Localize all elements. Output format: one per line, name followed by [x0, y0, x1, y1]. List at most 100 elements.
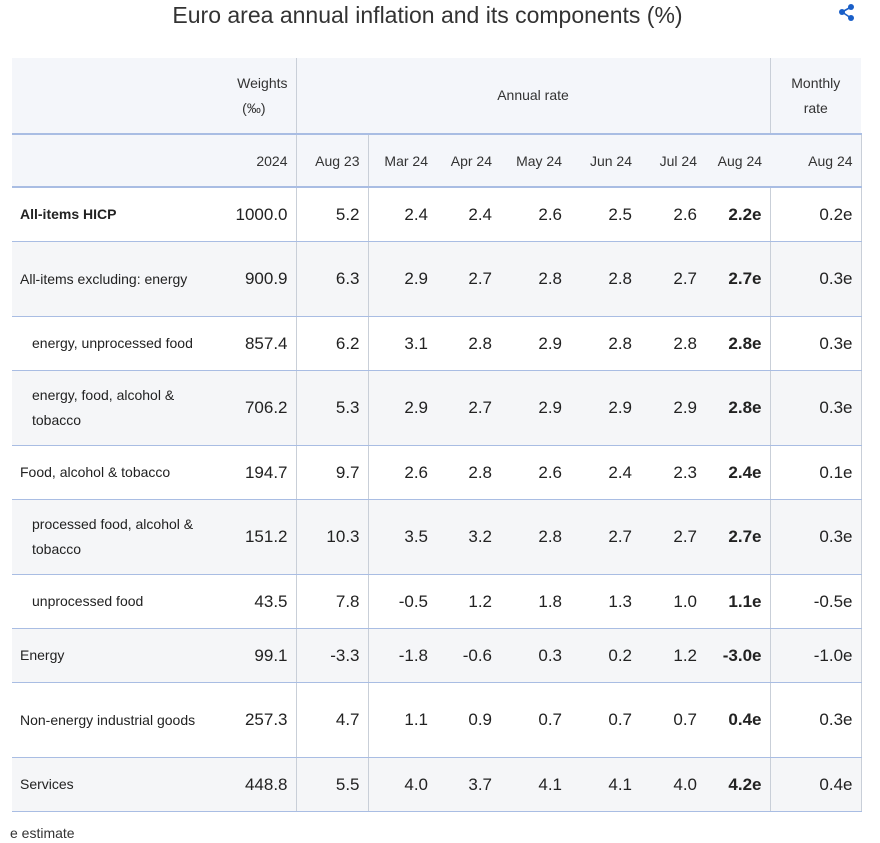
- column-header: Aug 23: [296, 133, 369, 188]
- row-label: Non-energy industrial goods: [12, 682, 211, 758]
- row-label: All-items excluding: energy: [12, 241, 211, 317]
- value-cell: 2.6: [640, 187, 705, 242]
- value-cell: 99.1: [211, 628, 297, 683]
- row-label: unprocessed food: [12, 574, 211, 629]
- value-cell: 2.7: [570, 499, 640, 575]
- value-cell: 0.7: [640, 682, 705, 758]
- value-cell: 5.3: [296, 370, 369, 446]
- table-row: processed food, alcohol & tobacco 151.2 10…: [12, 499, 862, 575]
- value-cell: 2.6: [368, 445, 436, 500]
- value-cell: 3.2: [436, 499, 500, 575]
- value-cell: 2.6: [500, 187, 570, 242]
- value-cell: 2.4: [368, 187, 436, 242]
- column-header: Jun 24: [570, 133, 640, 188]
- column-header: 2024: [211, 133, 297, 188]
- value-cell: 151.2: [211, 499, 297, 575]
- value-cell: 0.3e: [770, 499, 862, 575]
- column-header: Apr 24: [436, 133, 500, 188]
- value-cell: 257.3: [211, 682, 297, 758]
- value-cell: 4.7: [296, 682, 369, 758]
- value-cell: -0.5e: [770, 574, 862, 629]
- value-cell: 2.4: [436, 187, 500, 242]
- value-cell: 1.0: [640, 574, 705, 629]
- value-cell: 4.1: [500, 757, 570, 812]
- weights-header: Weights (‰): [211, 58, 297, 134]
- value-cell: 448.8: [211, 757, 297, 812]
- table-row: Energy 99.1 -3.3 -1.8 -0.6 0.3 0.2 1.2 -3.0e -1.0…: [12, 628, 862, 683]
- value-cell: 0.2: [570, 628, 640, 683]
- row-label: energy, food, alcohol & tobacco: [12, 370, 211, 446]
- row-label: energy, unprocessed food: [12, 316, 211, 371]
- monthly-header: Monthly rate: [770, 58, 862, 134]
- row-label: Food, alcohol & tobacco: [12, 445, 211, 500]
- value-cell: 2.4e: [705, 445, 771, 500]
- table-row: energy, food, alcohol & tobacco 706.2 5.3 2…: [12, 370, 862, 446]
- table-row: Food, alcohol & tobacco 194.7 9.7 2.6 2.8 2.6…: [12, 445, 862, 500]
- inflation-table: Weights (‰) Annual rate Monthly rate 2024 A…: [12, 58, 862, 812]
- value-cell: 0.3e: [770, 370, 862, 446]
- value-cell: 0.3e: [770, 241, 862, 317]
- value-cell: 2.7e: [705, 499, 771, 575]
- footnote: e estimate: [10, 825, 75, 841]
- value-cell: 0.2e: [770, 187, 862, 242]
- value-cell: 4.0: [368, 757, 436, 812]
- value-cell: 1.3: [570, 574, 640, 629]
- column-header: Aug 24: [705, 133, 771, 188]
- value-cell: 0.3e: [770, 682, 862, 758]
- value-cell: 43.5: [211, 574, 297, 629]
- value-cell: 5.5: [296, 757, 369, 812]
- table-row: unprocessed food 43.5 7.8 -0.5 1.2 1.8 1.3 1.0 1…: [12, 574, 862, 629]
- value-cell: 2.9: [368, 241, 436, 317]
- column-header: May 24: [500, 133, 570, 188]
- value-cell: 2.9: [368, 370, 436, 446]
- value-cell: 2.2e: [705, 187, 771, 242]
- value-cell: 2.9: [500, 370, 570, 446]
- annual-header: Annual rate: [296, 58, 771, 134]
- empty-header: [12, 58, 211, 134]
- value-cell: 0.3e: [770, 316, 862, 371]
- column-header: Mar 24: [368, 133, 436, 188]
- table-row: energy, unprocessed food 857.4 6.2 3.1 2.8 2.…: [12, 316, 862, 371]
- value-cell: 7.8: [296, 574, 369, 629]
- value-cell: 2.9: [500, 316, 570, 371]
- share-icon[interactable]: [838, 3, 856, 23]
- value-cell: -0.6: [436, 628, 500, 683]
- row-label: processed food, alcohol & tobacco: [12, 499, 211, 575]
- value-cell: 1000.0: [211, 187, 297, 242]
- value-cell: 0.1e: [770, 445, 862, 500]
- value-cell: -3.3: [296, 628, 369, 683]
- value-cell: 2.7: [640, 241, 705, 317]
- value-cell: 4.1: [570, 757, 640, 812]
- value-cell: 2.8: [500, 499, 570, 575]
- value-cell: 2.7: [640, 499, 705, 575]
- column-header: Aug 24: [770, 133, 862, 188]
- value-cell: 2.8: [640, 316, 705, 371]
- value-cell: 0.4e: [705, 682, 771, 758]
- value-cell: 0.9: [436, 682, 500, 758]
- value-cell: 0.7: [500, 682, 570, 758]
- row-label: Energy: [12, 628, 211, 683]
- value-cell: 2.7: [436, 241, 500, 317]
- value-cell: 3.5: [368, 499, 436, 575]
- value-cell: 10.3: [296, 499, 369, 575]
- value-cell: 1.2: [436, 574, 500, 629]
- row-label: Services: [12, 757, 211, 812]
- title: Euro area annual inflation and its compo…: [172, 2, 683, 28]
- value-cell: 6.3: [296, 241, 369, 317]
- value-cell: 0.4e: [770, 757, 862, 812]
- value-cell: 5.2: [296, 187, 369, 242]
- value-cell: 4.0: [640, 757, 705, 812]
- value-cell: 194.7: [211, 445, 297, 500]
- row-label: All-items HICP: [12, 187, 211, 242]
- table-row: Services 448.8 5.5 4.0 3.7 4.1 4.1 4.0 4.2e 0.4e: [12, 757, 862, 812]
- value-cell: 2.8: [436, 316, 500, 371]
- value-cell: 2.6: [500, 445, 570, 500]
- table-row: Non-energy industrial goods 257.3 4.7 1.1 0.…: [12, 682, 862, 758]
- value-cell: 2.9: [640, 370, 705, 446]
- value-cell: 1.1e: [705, 574, 771, 629]
- value-cell: 2.8: [570, 241, 640, 317]
- value-cell: 2.4: [570, 445, 640, 500]
- value-cell: 2.8: [436, 445, 500, 500]
- value-cell: 2.7: [436, 370, 500, 446]
